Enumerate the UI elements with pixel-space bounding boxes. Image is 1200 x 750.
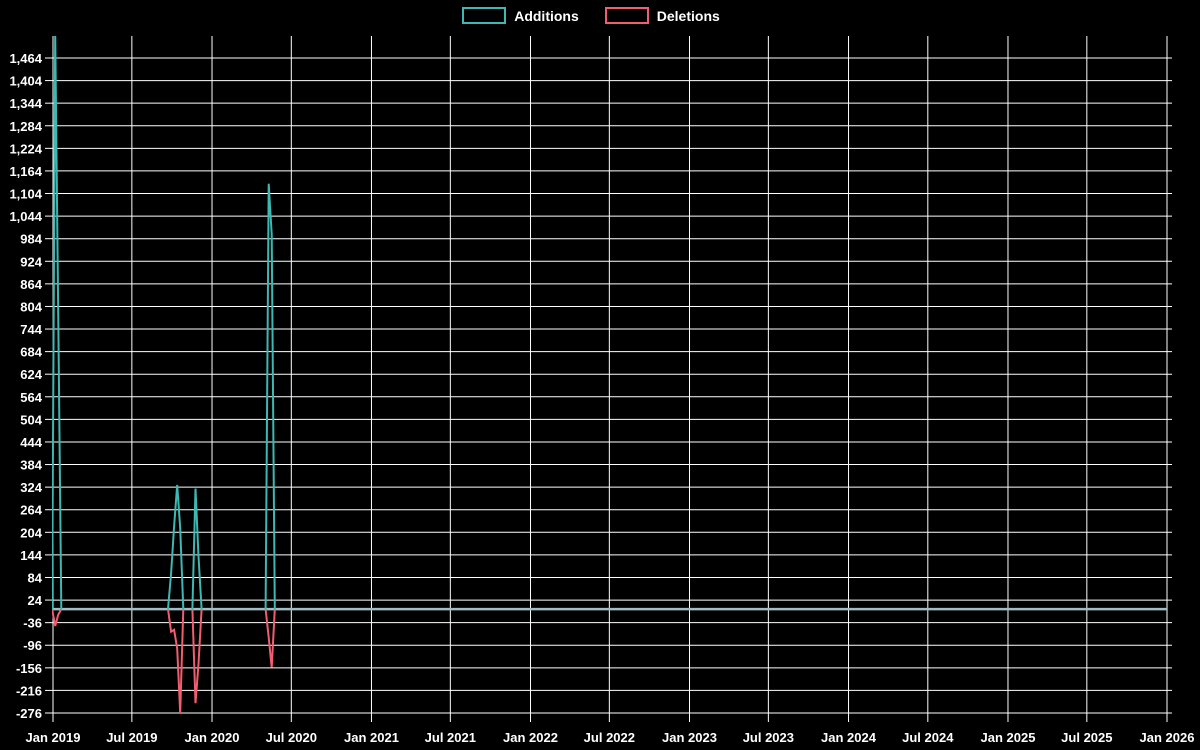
y-tick-label: 624 — [20, 367, 42, 382]
y-tick-label: 564 — [20, 390, 42, 405]
x-tick-label: Jul 2024 — [902, 730, 954, 745]
chart-legend: Additions Deletions — [0, 7, 1200, 24]
x-tick-label: Jul 2021 — [425, 730, 476, 745]
y-tick-label: 1,404 — [9, 74, 42, 89]
y-tick-label: 1,224 — [9, 141, 42, 156]
y-axis-labels: 1,464 1,404 1,344 1,284 1,224 1,164 1,104 1,044… — [9, 51, 42, 721]
additions-legend-swatch[interactable] — [462, 7, 507, 24]
x-tick-label: Jan 2021 — [344, 730, 399, 745]
grid-lines — [45, 36, 1172, 722]
y-tick-label: 444 — [20, 435, 42, 450]
deletions-line — [52, 608, 276, 714]
y-tick-label: 84 — [28, 570, 43, 585]
x-tick-label: Jan 2024 — [821, 730, 877, 745]
y-tick-label: 984 — [20, 232, 42, 247]
y-tick-label: -36 — [23, 616, 42, 631]
x-tick-label: Jan 2022 — [503, 730, 558, 745]
y-tick-label: 864 — [20, 277, 42, 292]
y-tick-label: 504 — [20, 412, 42, 427]
y-tick-label: 24 — [28, 593, 43, 608]
y-tick-label: 264 — [20, 503, 42, 518]
y-tick-label: 384 — [20, 458, 42, 473]
x-tick-label: Jan 2019 — [26, 730, 81, 745]
x-tick-label: Jul 2023 — [743, 730, 794, 745]
deletions-legend-swatch[interactable] — [604, 7, 649, 24]
y-tick-label: 744 — [20, 322, 42, 337]
y-tick-label: -96 — [23, 638, 42, 653]
y-tick-label: 924 — [20, 254, 42, 269]
additions-legend-label[interactable]: Additions — [514, 7, 579, 24]
y-tick-label: 1,464 — [9, 51, 42, 66]
x-tick-label: Jul 2019 — [106, 730, 157, 745]
additions-line — [52, 36, 276, 610]
y-tick-label: -216 — [16, 683, 42, 698]
x-tick-label: Jul 2020 — [266, 730, 317, 745]
y-tick-label: 204 — [20, 525, 42, 540]
y-tick-label: 144 — [20, 548, 42, 563]
x-tick-label: Jan 2023 — [662, 730, 717, 745]
y-tick-label: 1,044 — [9, 209, 42, 224]
x-tick-label: Jan 2020 — [185, 730, 240, 745]
y-tick-label: 1,344 — [9, 96, 42, 111]
y-tick-label: -156 — [16, 661, 42, 676]
y-tick-label: -276 — [16, 706, 42, 721]
x-tick-label: Jan 2025 — [981, 730, 1036, 745]
y-tick-label: 324 — [20, 480, 42, 495]
x-tick-label: Jul 2022 — [584, 730, 635, 745]
y-tick-label: 1,284 — [9, 119, 42, 134]
y-tick-label: 1,164 — [9, 164, 42, 179]
x-tick-label: Jan 2026 — [1140, 730, 1195, 745]
deletions-legend-label[interactable]: Deletions — [656, 7, 720, 24]
y-tick-label: 804 — [20, 299, 42, 314]
y-tick-label: 1,104 — [9, 187, 42, 202]
x-tick-label: Jul 2025 — [1061, 730, 1112, 745]
y-tick-label: 684 — [20, 345, 42, 360]
x-axis-labels: Jan 2019 Jul 2019 Jan 2020 Jul 2020 Jan 2021… — [26, 730, 1195, 745]
